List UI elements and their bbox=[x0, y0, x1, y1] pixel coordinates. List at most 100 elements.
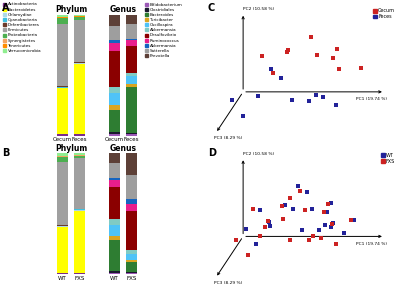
Bar bbox=[126, 175, 137, 199]
Bar bbox=[109, 93, 120, 105]
Bar bbox=[126, 262, 137, 272]
Bar bbox=[126, 273, 137, 274]
Point bbox=[312, 93, 319, 98]
Point bbox=[278, 76, 284, 80]
Bar bbox=[109, 132, 120, 135]
Bar bbox=[126, 133, 137, 135]
Point bbox=[309, 207, 315, 212]
Bar bbox=[74, 135, 85, 136]
Point bbox=[329, 56, 336, 60]
Point bbox=[316, 227, 322, 232]
Bar bbox=[74, 153, 85, 155]
Point bbox=[255, 93, 262, 98]
Text: PC1 (19.74 %): PC1 (19.74 %) bbox=[356, 242, 387, 246]
Point bbox=[250, 207, 256, 212]
Text: PC3 (8.29 %): PC3 (8.29 %) bbox=[214, 281, 242, 285]
Bar bbox=[109, 26, 120, 40]
Legend: Actinobacteria, Bacteroidetes, Chlamydiae, Cyanobacteria, Deferribacteres, Firmi: Actinobacteria, Bacteroidetes, Chlamydia… bbox=[2, 2, 42, 53]
Bar bbox=[109, 51, 120, 87]
Bar bbox=[109, 225, 120, 236]
Point bbox=[306, 238, 312, 242]
Text: PC3 (8.29 %): PC3 (8.29 %) bbox=[214, 136, 242, 140]
Legend: WT, FXS: WT, FXS bbox=[381, 153, 395, 164]
Bar bbox=[109, 153, 120, 163]
Point bbox=[358, 65, 364, 70]
Point bbox=[333, 241, 340, 246]
Bar bbox=[57, 24, 68, 86]
Bar bbox=[126, 272, 137, 273]
Bar bbox=[109, 15, 120, 26]
Bar bbox=[57, 156, 68, 157]
Bar bbox=[74, 64, 85, 135]
Point bbox=[257, 207, 264, 212]
Bar bbox=[126, 153, 137, 175]
Bar bbox=[57, 226, 68, 227]
Bar bbox=[109, 236, 120, 240]
Point bbox=[302, 208, 308, 212]
Bar bbox=[109, 163, 120, 178]
Point bbox=[310, 233, 316, 238]
Bar bbox=[109, 110, 120, 132]
Bar bbox=[74, 63, 85, 64]
Point bbox=[265, 219, 271, 224]
Text: A: A bbox=[2, 3, 10, 13]
Point bbox=[336, 67, 342, 72]
Title: Phylum: Phylum bbox=[55, 5, 87, 14]
Point bbox=[282, 203, 288, 207]
Bar bbox=[126, 76, 137, 84]
Point bbox=[245, 253, 251, 257]
Bar bbox=[74, 210, 85, 211]
Point bbox=[306, 98, 313, 103]
Point bbox=[288, 98, 295, 103]
Bar bbox=[126, 250, 137, 254]
Bar bbox=[126, 204, 137, 212]
Bar bbox=[57, 86, 68, 87]
Bar bbox=[109, 106, 120, 110]
Bar bbox=[126, 260, 137, 262]
Bar bbox=[126, 254, 137, 260]
Point bbox=[322, 223, 328, 228]
Bar bbox=[126, 212, 137, 250]
Point bbox=[304, 189, 310, 194]
Bar bbox=[57, 15, 68, 17]
Bar bbox=[109, 42, 120, 51]
Text: B: B bbox=[2, 148, 9, 158]
Bar bbox=[74, 156, 85, 158]
Bar bbox=[74, 158, 85, 209]
Bar bbox=[126, 39, 137, 40]
Bar bbox=[57, 225, 68, 226]
Bar bbox=[109, 180, 120, 187]
Point bbox=[279, 217, 286, 222]
Text: PC2 (10.58 %): PC2 (10.58 %) bbox=[243, 152, 274, 156]
Point bbox=[268, 66, 275, 71]
Point bbox=[351, 218, 358, 222]
Bar bbox=[109, 219, 120, 225]
Bar bbox=[74, 15, 85, 16]
Point bbox=[267, 223, 274, 228]
Bar bbox=[57, 227, 68, 273]
Bar bbox=[126, 87, 137, 133]
Text: PC1 (19.74 %): PC1 (19.74 %) bbox=[356, 97, 387, 101]
Point bbox=[233, 237, 239, 242]
Bar bbox=[109, 40, 120, 42]
Bar bbox=[74, 62, 85, 63]
Bar bbox=[74, 273, 85, 274]
Text: C: C bbox=[208, 3, 215, 13]
Bar bbox=[109, 178, 120, 180]
Point bbox=[314, 53, 320, 58]
Bar bbox=[57, 153, 68, 156]
Point bbox=[299, 227, 305, 232]
Point bbox=[257, 234, 264, 239]
Bar bbox=[57, 87, 68, 88]
Bar bbox=[57, 17, 68, 18]
Bar bbox=[126, 84, 137, 87]
Point bbox=[324, 202, 331, 206]
Bar bbox=[57, 162, 68, 225]
Bar bbox=[74, 19, 85, 62]
Point bbox=[259, 54, 266, 58]
Point bbox=[324, 209, 330, 214]
Bar bbox=[74, 155, 85, 156]
Point bbox=[286, 195, 293, 200]
Bar bbox=[126, 40, 137, 46]
Point bbox=[266, 219, 272, 224]
